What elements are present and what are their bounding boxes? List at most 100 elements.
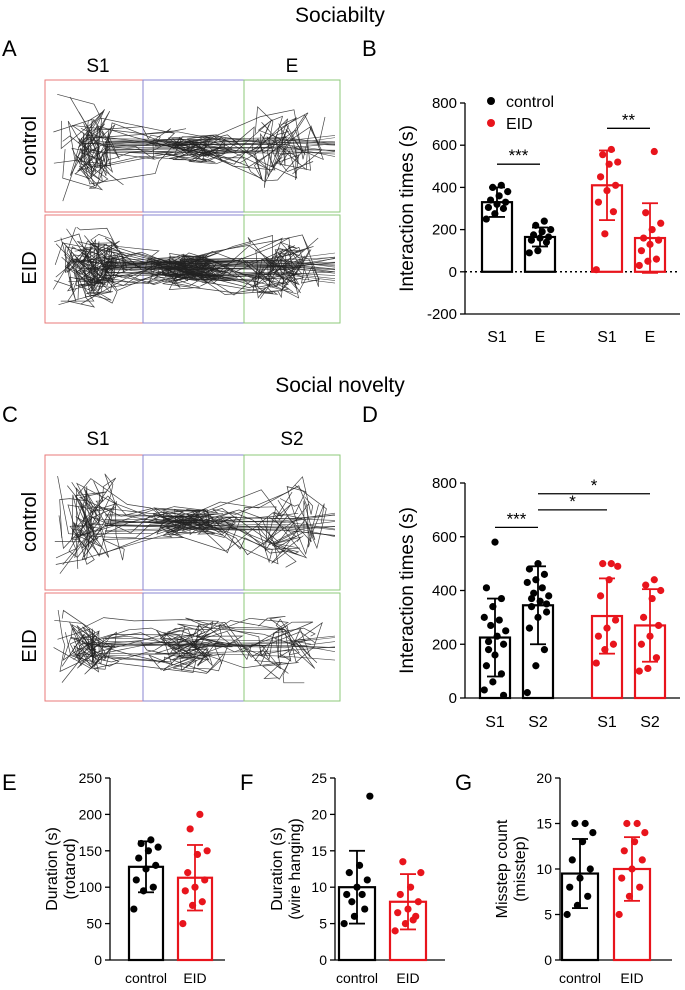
trajectory-path <box>61 617 290 667</box>
y-tick-label-e: 0 <box>94 952 102 968</box>
trajectory-path <box>64 240 285 299</box>
title-sociability: Sociabilty <box>295 4 385 27</box>
data-point-b <box>544 233 553 241</box>
data-point-d <box>497 670 506 678</box>
y-axis-title-g: (misstep) <box>512 836 529 902</box>
data-point-f <box>348 898 356 906</box>
trajectory-path <box>104 257 336 262</box>
chart-b-sociability: -200 0 200 400 600 800 Interaction times (s) S1… <box>397 94 680 346</box>
data-point-e <box>144 847 153 855</box>
trajectory-path <box>104 271 336 276</box>
data-point-b <box>607 145 615 154</box>
data-point-d <box>603 624 611 632</box>
data-point-d <box>495 616 503 624</box>
legend-marker-eid <box>487 119 495 127</box>
data-point-g <box>563 910 571 919</box>
data-point-d <box>594 632 603 640</box>
data-point-d <box>525 565 534 573</box>
trajectory-path <box>71 622 316 661</box>
trajectory-path <box>104 514 336 523</box>
data-point-d <box>592 659 600 667</box>
panel-letter-f: F <box>240 770 253 795</box>
data-point-d <box>480 686 488 694</box>
data-point-d <box>637 640 646 648</box>
data-point-b <box>646 240 654 248</box>
data-point-d <box>527 603 536 611</box>
y-tick-label-d: 0 <box>449 690 457 707</box>
trajectory-path <box>104 257 336 271</box>
data-point-g <box>573 901 582 910</box>
row-label-control-c: control <box>19 492 41 552</box>
data-point-b <box>501 198 510 206</box>
x-tick-label-d: S2 <box>528 714 548 731</box>
data-point-d <box>484 637 493 646</box>
trajectory-path <box>104 526 336 532</box>
legend-marker-control <box>487 97 495 105</box>
data-point-e <box>191 883 199 891</box>
data-point-d <box>489 678 497 686</box>
trajectory-path <box>53 618 318 669</box>
data-point-d <box>534 613 542 621</box>
trajectory-path <box>68 482 327 558</box>
data-point-g <box>586 865 594 873</box>
y-axis-title-f: (wire hanging) <box>287 818 304 919</box>
trajectory-path <box>104 261 336 267</box>
data-point-b <box>497 181 505 189</box>
y-axis-title-e: (rotarod) <box>62 838 79 899</box>
trajectory-path <box>104 641 336 652</box>
data-point-f <box>401 920 410 928</box>
trajectory-path <box>104 138 336 145</box>
data-point-d <box>487 621 495 630</box>
data-point-f <box>409 916 417 924</box>
data-point-d <box>491 651 499 659</box>
data-point-f <box>340 920 348 928</box>
trajectory-path <box>62 481 304 566</box>
data-point-f <box>417 869 425 877</box>
data-point-b <box>657 219 665 227</box>
data-point-f <box>394 909 402 917</box>
x-tick-label-b: E <box>535 329 546 346</box>
data-point-d <box>525 624 534 632</box>
data-point-b <box>504 188 512 196</box>
data-point-g <box>628 865 636 873</box>
y-tick-label-f: 0 <box>319 952 327 968</box>
data-point-d <box>650 576 658 584</box>
trajectory-path <box>64 234 319 293</box>
data-point-b <box>529 231 538 239</box>
y-tick-label-d: 400 <box>432 583 457 600</box>
trajectory-path <box>104 266 336 271</box>
data-point-b <box>648 226 656 234</box>
data-point-e <box>154 843 162 851</box>
data-point-d <box>611 616 620 624</box>
data-point-b <box>484 203 493 212</box>
data-point-d <box>489 603 497 611</box>
trajectory-path <box>104 146 336 152</box>
data-point-g <box>641 829 649 837</box>
data-point-b <box>536 234 544 242</box>
panel-letter-b: B <box>362 36 377 61</box>
y-tick-label-g: 20 <box>536 770 552 786</box>
y-tick-label-e: 150 <box>79 843 103 859</box>
x-tick-label-d: S2 <box>640 714 660 731</box>
data-point-b <box>534 247 542 255</box>
data-point-e <box>152 861 160 869</box>
trajectory-path <box>104 646 336 655</box>
data-point-e <box>149 883 157 891</box>
data-point-g <box>636 883 644 891</box>
data-point-b <box>489 183 497 191</box>
trajectory-path <box>104 635 336 642</box>
y-axis-title-e: Duration (s) <box>44 827 61 911</box>
y-tick-label-f: 15 <box>311 843 327 859</box>
data-point-f <box>345 869 353 877</box>
data-point-e <box>203 847 211 855</box>
y-tick-label-b: 400 <box>432 179 457 196</box>
y-tick-label-e: 200 <box>79 806 103 822</box>
data-point-d <box>614 562 622 570</box>
y-tick-label-b: -200 <box>427 306 457 323</box>
x-tick-label-d: S1 <box>597 714 617 731</box>
data-point-e <box>147 836 155 844</box>
trajectory-path <box>104 274 336 284</box>
significance-stars-b: ** <box>622 110 636 129</box>
data-point-f <box>404 905 412 913</box>
